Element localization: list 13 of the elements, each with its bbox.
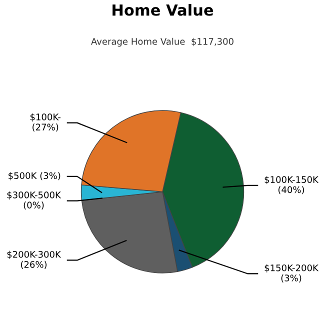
data-label: (3%) xyxy=(281,274,302,282)
text: (0%) xyxy=(24,202,44,210)
data-label: (27%) xyxy=(32,124,58,132)
chart-title: Home Value xyxy=(112,4,214,16)
slice-label: $150K-200K xyxy=(264,264,319,272)
data-label: (26%) xyxy=(20,260,47,269)
slice-label: $100K- xyxy=(30,113,60,122)
slice-label: $100K-150K xyxy=(264,176,319,184)
slice-label: $500K (3%) xyxy=(8,172,60,180)
data-label: (40%) xyxy=(278,186,304,194)
chart-subtitle: Average Home Value $117,300 xyxy=(91,38,234,47)
slice-label: $200K-300K xyxy=(7,250,62,259)
legend-label: $300K-500K xyxy=(7,191,62,200)
